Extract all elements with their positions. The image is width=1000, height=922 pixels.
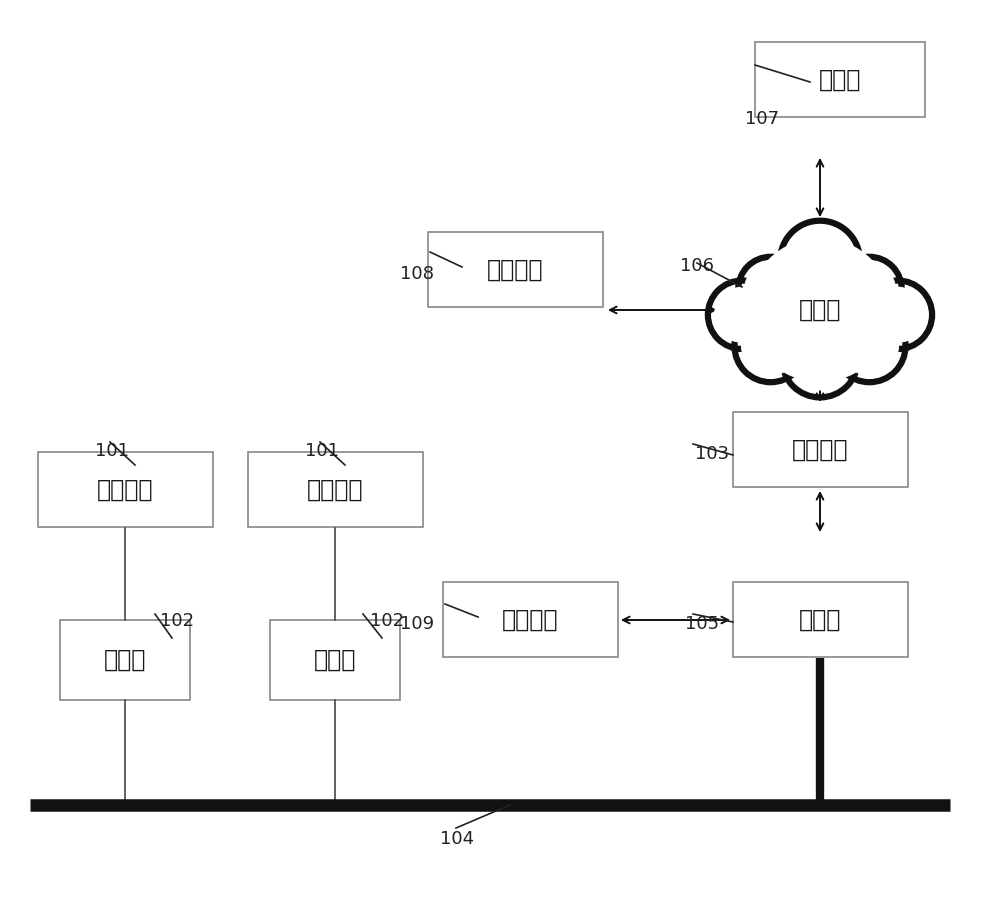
- Bar: [38, 453, 212, 527]
- Text: 直流电源: 直流电源: [307, 478, 363, 502]
- Bar: [732, 412, 908, 488]
- Ellipse shape: [870, 287, 926, 343]
- Ellipse shape: [780, 220, 860, 301]
- Ellipse shape: [864, 280, 932, 349]
- Bar: [60, 620, 190, 700]
- Text: 108: 108: [400, 265, 434, 283]
- Text: 104: 104: [440, 830, 474, 848]
- Ellipse shape: [787, 228, 853, 293]
- Bar: [755, 42, 925, 117]
- Text: 监控终端: 监控终端: [487, 258, 543, 282]
- Text: 逆变器: 逆变器: [104, 648, 146, 672]
- Ellipse shape: [843, 263, 896, 315]
- Text: 数据库: 数据库: [819, 68, 861, 92]
- Text: 网口设备: 网口设备: [792, 438, 848, 462]
- Ellipse shape: [789, 328, 851, 391]
- Text: 102: 102: [160, 612, 194, 630]
- Ellipse shape: [714, 287, 770, 343]
- Bar: [428, 232, 602, 308]
- Ellipse shape: [833, 310, 906, 383]
- Ellipse shape: [748, 238, 892, 383]
- Text: 102: 102: [370, 612, 404, 630]
- Text: 106: 106: [680, 257, 714, 275]
- Text: 101: 101: [95, 442, 129, 460]
- Bar: [732, 583, 908, 657]
- Text: 101: 101: [305, 442, 339, 460]
- Text: 逆变器: 逆变器: [314, 648, 356, 672]
- Text: 105: 105: [685, 615, 719, 633]
- Text: 103: 103: [695, 445, 729, 463]
- Bar: [248, 453, 422, 527]
- Text: 直流电源: 直流电源: [97, 478, 153, 502]
- Bar: [442, 583, 618, 657]
- Bar: [270, 620, 400, 700]
- Ellipse shape: [837, 257, 902, 322]
- Text: 本地电脑: 本地电脑: [502, 608, 558, 632]
- Ellipse shape: [744, 263, 797, 315]
- Text: 通信器: 通信器: [799, 608, 841, 632]
- Text: 107: 107: [745, 110, 779, 128]
- Text: 109: 109: [400, 615, 434, 633]
- Ellipse shape: [741, 316, 800, 375]
- Ellipse shape: [708, 280, 776, 349]
- Text: 互联网: 互联网: [799, 298, 841, 322]
- Ellipse shape: [840, 316, 899, 375]
- Ellipse shape: [734, 310, 807, 383]
- Ellipse shape: [738, 257, 803, 322]
- Ellipse shape: [782, 322, 858, 397]
- Ellipse shape: [746, 236, 894, 384]
